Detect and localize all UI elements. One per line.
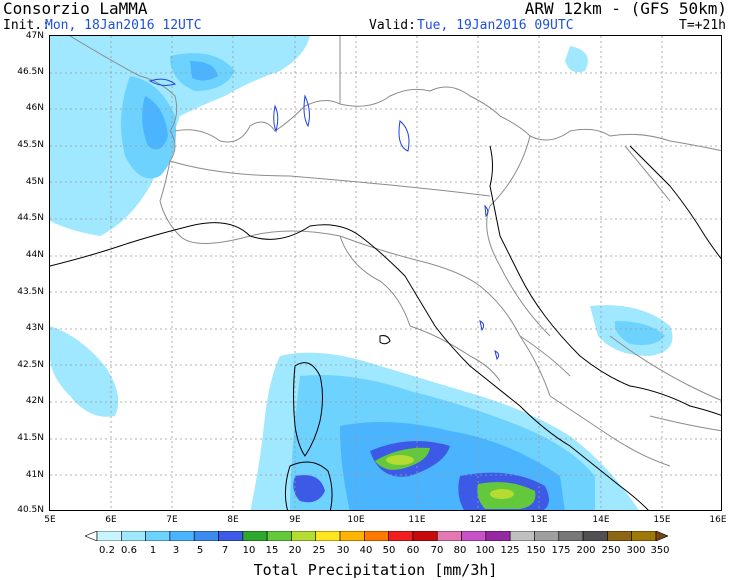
colorbar-label-5: 5 <box>196 545 204 556</box>
colorbar-cell <box>169 531 195 541</box>
lat-label-41-5n: 41.5N <box>17 433 44 443</box>
colorbar-cell <box>558 531 584 541</box>
lon-label-5e: 5E <box>44 515 56 525</box>
lon-label-9e: 9E <box>289 515 301 525</box>
colorbar-label-1: 1 <box>149 545 157 556</box>
precipitation-map <box>49 35 722 511</box>
lat-label-44-5n: 44.5N <box>17 213 44 223</box>
colorbar-cell <box>655 531 668 541</box>
precip-colorbar <box>85 531 668 541</box>
colorbar-cell <box>339 531 365 541</box>
colorbar-label-80: 80 <box>453 545 467 556</box>
colorbar-label-30: 30 <box>336 545 350 556</box>
org-title: Consorzio LaMMA <box>3 0 148 18</box>
colorbar-label-0-6: 0.6 <box>121 545 137 556</box>
lon-label-8e: 8E <box>227 515 239 525</box>
lat-label-45-5n: 45.5N <box>17 140 44 150</box>
lon-label-12e: 12E <box>469 515 487 525</box>
colorbar-cell <box>461 531 487 541</box>
lat-label-43n: 43N <box>25 323 44 333</box>
colorbar-label-0-2: 0.2 <box>99 545 115 556</box>
valid-value: Tue, 19Jan2016 09UTC <box>417 18 574 33</box>
colorbar-cell <box>85 531 98 541</box>
colorbar-cell <box>193 531 219 541</box>
lat-label-43-5n: 43.5N <box>17 287 44 297</box>
lon-label-11e: 11E <box>408 515 426 525</box>
colorbar-label-7: 7 <box>221 545 229 556</box>
colorbar-cell <box>534 531 560 541</box>
init-value: Mon, 18Jan2016 12UTC <box>45 18 202 33</box>
lon-label-6e: 6E <box>105 515 117 525</box>
colorbar-label-250: 250 <box>601 545 621 556</box>
colorbar-label-15: 15 <box>265 545 279 556</box>
colorbar-cell <box>145 531 171 541</box>
colorbar-label-40: 40 <box>359 545 373 556</box>
precip-peak-layer <box>386 455 514 499</box>
colorbar-cell <box>436 531 462 541</box>
colorbar-cell <box>121 531 146 541</box>
colorbar-cell <box>96 531 122 541</box>
lat-label-46n: 46N <box>25 103 44 113</box>
colorbar-label-200: 200 <box>576 545 596 556</box>
map-svg <box>50 36 721 510</box>
colorbar-cell <box>218 531 244 541</box>
colorbar-cell <box>412 531 438 541</box>
colorbar-label-50: 50 <box>382 545 396 556</box>
lead-time: T=+21h <box>679 18 726 33</box>
colorbar-label-70: 70 <box>430 545 444 556</box>
colorbar-label-100: 100 <box>475 545 495 556</box>
lon-label-14e: 14E <box>592 515 610 525</box>
colorbar-label-60: 60 <box>406 545 420 556</box>
colorbar-label-20: 20 <box>288 545 302 556</box>
colorbar-cell <box>607 531 632 541</box>
lat-label-42-5n: 42.5N <box>17 360 44 370</box>
valid-label: Valid: <box>369 18 416 33</box>
colorbar-label-350: 350 <box>650 545 670 556</box>
colorbar-cell <box>315 531 341 541</box>
lon-label-7e: 7E <box>166 515 178 525</box>
colorbar-cell <box>485 531 511 541</box>
model-title: ARW 12km - (GFS 50km) <box>524 0 727 18</box>
lat-label-46-5n: 46.5N <box>17 67 44 77</box>
colorbar-cell <box>291 531 317 541</box>
colorbar-cell <box>388 531 414 541</box>
colorbar-cell <box>631 531 657 541</box>
lat-label-41n: 41N <box>25 470 44 480</box>
colorbar-label-25: 25 <box>312 545 326 556</box>
colorbar-label-300: 300 <box>626 545 646 556</box>
colorbar-cell <box>266 531 292 541</box>
colorbar-label-3: 3 <box>172 545 180 556</box>
colorbar-title: Total Precipitation [mm/3h] <box>253 561 498 579</box>
colorbar-cell <box>364 531 389 541</box>
colorbar-label-150: 150 <box>526 545 546 556</box>
colorbar-cell <box>582 531 608 541</box>
colorbar-label-10: 10 <box>242 545 256 556</box>
init-label: Init.: <box>3 18 50 33</box>
lon-label-15e: 15E <box>653 515 671 525</box>
colorbar-label-175: 175 <box>551 545 571 556</box>
lat-label-42n: 42N <box>25 396 44 406</box>
lon-label-13e: 13E <box>530 515 548 525</box>
lat-label-44n: 44N <box>25 250 44 260</box>
lat-label-40-5n: 40.5N <box>17 505 44 515</box>
country-borders <box>69 36 721 401</box>
lakes <box>148 78 500 361</box>
colorbar-cell <box>509 531 535 541</box>
lon-label-16e: 16E <box>709 515 727 525</box>
gridlines <box>50 36 721 510</box>
colorbar-cell <box>242 531 268 541</box>
coastline <box>50 145 721 510</box>
lat-label-45n: 45N <box>25 177 44 187</box>
lon-label-10e: 10E <box>347 515 365 525</box>
colorbar-label-125: 125 <box>500 545 520 556</box>
lat-label-47n: 47N <box>25 31 44 41</box>
